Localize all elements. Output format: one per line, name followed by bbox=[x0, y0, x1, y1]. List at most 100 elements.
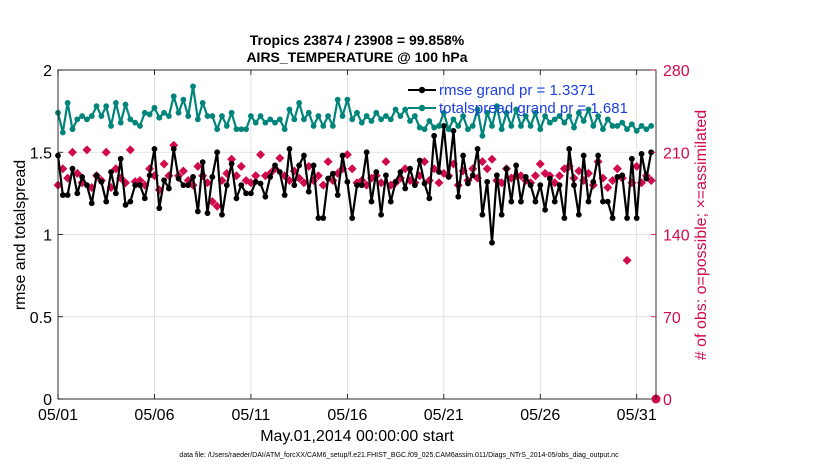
obs-assimilated-point bbox=[347, 164, 357, 174]
totalspread-point bbox=[638, 123, 645, 129]
totalspread-point bbox=[233, 126, 240, 133]
totalspread-point bbox=[416, 124, 423, 131]
totalspread-point bbox=[98, 113, 105, 119]
y-tick-label: 2 bbox=[43, 63, 52, 80]
totalspread-point bbox=[551, 116, 558, 123]
rmse-point bbox=[469, 172, 476, 179]
totalspread-point bbox=[305, 109, 312, 116]
totalspread-point bbox=[185, 113, 192, 119]
totalspread-point bbox=[469, 123, 476, 129]
y2-tick-label: 140 bbox=[663, 228, 690, 245]
totalspread-point bbox=[518, 123, 524, 129]
y2-tick-label: 280 bbox=[663, 63, 690, 80]
totalspread-point bbox=[571, 124, 577, 131]
totalspread-point bbox=[590, 123, 597, 129]
rmse-point bbox=[59, 192, 66, 198]
rmse-point bbox=[93, 172, 100, 179]
rmse-point bbox=[64, 192, 71, 198]
totalspread-point bbox=[301, 116, 307, 123]
totalspread-point bbox=[383, 113, 389, 119]
rmse-point bbox=[445, 174, 452, 180]
x-tick-label: 05/21 bbox=[424, 407, 464, 424]
legend-label-spread: totalspread grand pr = 1.681 bbox=[439, 100, 628, 117]
rmse-point bbox=[334, 192, 341, 198]
obs-assimilated-point bbox=[622, 255, 632, 265]
obs-assimilated-point bbox=[535, 159, 545, 169]
rmse-point bbox=[69, 165, 76, 172]
totalspread-point bbox=[190, 83, 196, 90]
totalspread-point bbox=[141, 109, 148, 116]
totalspread-point bbox=[455, 123, 462, 129]
totalspread-point bbox=[378, 116, 385, 123]
rmse-point bbox=[402, 185, 409, 192]
rmse-point bbox=[604, 198, 611, 205]
rmse-point bbox=[252, 178, 259, 185]
obs-assimilated-point bbox=[178, 166, 188, 176]
rmse-point bbox=[571, 182, 577, 189]
obs-assimilated-point bbox=[135, 175, 145, 185]
rmse-point bbox=[108, 169, 114, 175]
totalspread-point bbox=[402, 106, 409, 113]
rmse-point bbox=[233, 195, 240, 202]
rmse-point bbox=[296, 162, 303, 169]
rmse-point bbox=[98, 178, 105, 185]
totalspread-point bbox=[585, 106, 592, 113]
obs-assimilated-point bbox=[251, 171, 261, 181]
totalspread-point bbox=[498, 126, 505, 133]
rmse-point bbox=[383, 172, 389, 179]
series-layer bbox=[53, 83, 661, 404]
rmse-point bbox=[122, 201, 129, 208]
rmse-point bbox=[243, 190, 249, 197]
legend: rmse grand pr = 1.3371 totalspread grand… bbox=[408, 82, 628, 117]
y-tick-label: 0.5 bbox=[30, 310, 52, 327]
rmse-point bbox=[248, 190, 254, 197]
rmse-point bbox=[368, 198, 375, 205]
rmse-point bbox=[373, 169, 380, 175]
rmse-point bbox=[190, 174, 196, 180]
rmse-point bbox=[397, 169, 404, 175]
obs-assimilated-point bbox=[236, 161, 246, 171]
totalspread-point bbox=[648, 123, 655, 129]
totalspread-point bbox=[349, 116, 356, 123]
rmse-point bbox=[301, 152, 307, 159]
rmse-point bbox=[262, 193, 269, 200]
rmse-point bbox=[166, 185, 172, 192]
totalspread-point bbox=[103, 103, 110, 110]
totalspread-point bbox=[503, 109, 510, 116]
rmse-point bbox=[551, 198, 558, 205]
rmse-point bbox=[436, 169, 442, 175]
rmse-point bbox=[272, 162, 278, 169]
totalspread-point bbox=[421, 126, 428, 133]
y2-tick-label: 210 bbox=[663, 145, 690, 162]
rmse-point bbox=[214, 149, 221, 156]
totalspread-point bbox=[580, 118, 587, 124]
rmse-point bbox=[484, 178, 491, 185]
totalspread-point bbox=[387, 116, 394, 123]
totalspread-point bbox=[329, 123, 336, 129]
totalspread-point bbox=[392, 106, 399, 113]
obs-assimilated-point bbox=[299, 178, 309, 188]
rmse-point bbox=[416, 157, 423, 164]
rmse-point bbox=[600, 198, 606, 205]
legend-label-rmse: rmse grand pr = 1.3371 bbox=[439, 82, 595, 99]
obs-assimilated-point bbox=[318, 180, 328, 190]
rmse-point bbox=[643, 175, 650, 182]
rmse-point bbox=[537, 182, 544, 189]
rmse-point bbox=[137, 182, 143, 189]
totalspread-point bbox=[84, 116, 90, 123]
totalspread-point bbox=[112, 100, 119, 106]
obs-assimilated-point bbox=[574, 166, 584, 176]
rmse-point bbox=[440, 123, 447, 129]
totalspread-point bbox=[474, 106, 481, 113]
rmse-point bbox=[624, 215, 630, 221]
totalspread-point bbox=[542, 113, 548, 119]
rmse-point bbox=[141, 195, 148, 202]
rmse-point bbox=[132, 182, 139, 189]
rmse-point bbox=[310, 162, 317, 169]
rmse-point bbox=[223, 182, 230, 189]
totalspread-point bbox=[286, 106, 293, 113]
totalspread-point bbox=[170, 93, 177, 100]
x-tick-label: 05/06 bbox=[134, 407, 174, 424]
totalspread-point bbox=[252, 119, 259, 126]
totalspread-point bbox=[363, 113, 370, 119]
